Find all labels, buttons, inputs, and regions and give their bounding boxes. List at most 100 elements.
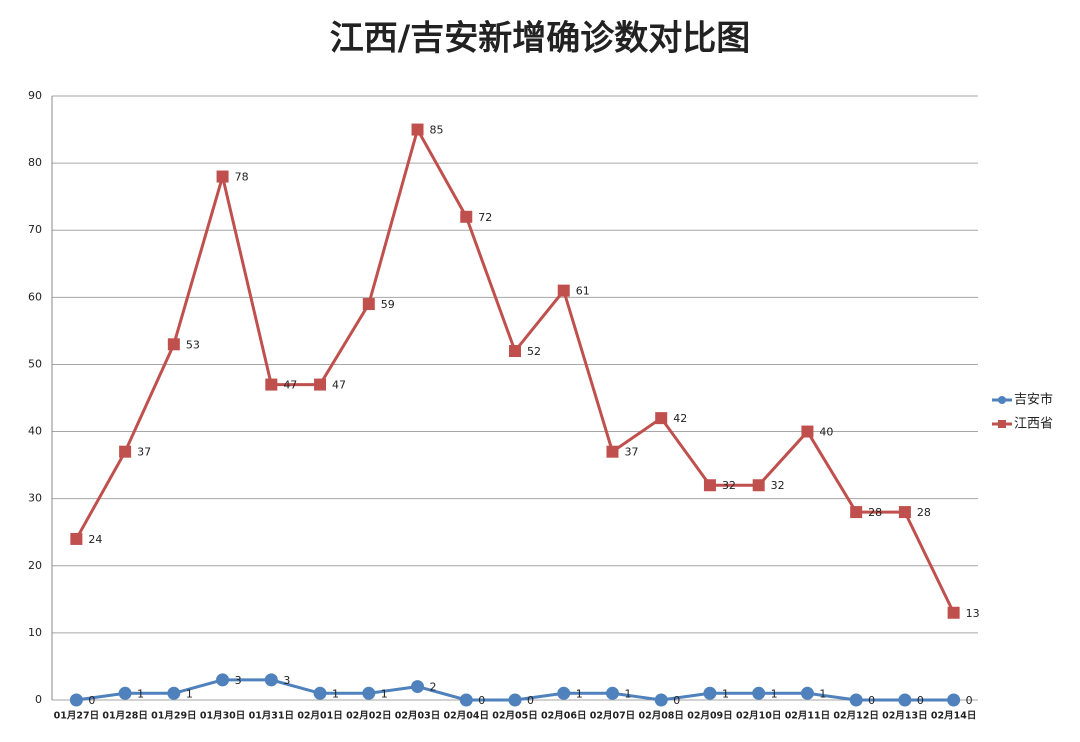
- y-tick-label: 60: [28, 290, 42, 303]
- point: [362, 298, 375, 311]
- x-tick-label: 01月30日: [200, 711, 245, 722]
- x-tick-label: 02月01日: [297, 711, 342, 722]
- data-label: 32: [771, 479, 785, 492]
- data-label: 1: [722, 687, 729, 700]
- data-label: 0: [527, 694, 534, 707]
- point: [70, 532, 83, 545]
- point: [654, 693, 668, 707]
- point: [264, 673, 278, 687]
- x-tick-label: 02月02日: [346, 711, 391, 722]
- data-label: 40: [819, 426, 833, 439]
- legend-marker: [998, 396, 1006, 404]
- point: [703, 686, 717, 700]
- x-tick-label: 02月13日: [882, 711, 927, 722]
- x-tick-label: 01月31日: [249, 711, 294, 722]
- point: [655, 412, 668, 425]
- point: [703, 479, 716, 492]
- data-label: 1: [186, 687, 193, 700]
- point: [849, 693, 863, 707]
- data-label: 24: [88, 533, 102, 546]
- point: [800, 686, 814, 700]
- data-label: 0: [673, 694, 680, 707]
- point: [605, 686, 619, 700]
- x-tick-label: 02月12日: [833, 711, 878, 722]
- point: [314, 378, 327, 391]
- x-tick-label: 02月08日: [638, 711, 683, 722]
- x-tick-label: 02月11日: [785, 711, 830, 722]
- data-label: 47: [283, 379, 297, 392]
- point: [167, 338, 180, 351]
- point: [752, 686, 766, 700]
- point: [265, 378, 278, 391]
- series-line: [75, 125, 955, 614]
- x-tick-label: 01月27日: [54, 711, 99, 722]
- x-tick-label: 02月07日: [590, 711, 635, 722]
- data-label: 0: [917, 694, 924, 707]
- legend-label: 吉安市: [1014, 392, 1053, 408]
- point: [557, 284, 570, 297]
- x-tick-label: 02月04日: [444, 711, 489, 722]
- data-label: 0: [478, 694, 485, 707]
- point: [606, 445, 619, 458]
- x-tick-label: 02月14日: [931, 711, 976, 722]
- data-label: 3: [235, 674, 242, 687]
- data-label: 61: [576, 285, 590, 298]
- point: [947, 693, 961, 707]
- data-label: 85: [430, 124, 444, 137]
- chart-title: 江西/吉安新增确诊数对比图: [330, 19, 750, 59]
- point: [460, 210, 473, 223]
- x-tick-label: 02月06日: [541, 711, 586, 722]
- point: [411, 680, 425, 694]
- point: [216, 673, 230, 687]
- legend-marker: [998, 420, 1006, 428]
- x-tick-label: 02月05日: [492, 711, 537, 722]
- data-label: 59: [381, 298, 395, 311]
- x-tick-label: 01月28日: [102, 711, 147, 722]
- data-label: 1: [624, 687, 631, 700]
- y-tick-label: 0: [35, 693, 42, 706]
- point: [411, 123, 424, 136]
- legend-label: 江西省: [1014, 417, 1053, 432]
- data-label: 1: [137, 687, 144, 700]
- point: [118, 686, 132, 700]
- x-tick-label: 02月09日: [687, 711, 732, 722]
- y-tick-label: 50: [28, 357, 42, 370]
- point: [752, 479, 765, 492]
- y-tick-label: 10: [28, 626, 42, 639]
- x-tick-label: 01月29日: [151, 711, 196, 722]
- data-label: 0: [868, 694, 875, 707]
- y-tick-label: 90: [28, 89, 42, 102]
- point: [509, 345, 521, 358]
- x-tick-label: 02月10日: [736, 711, 781, 722]
- data-label: 78: [235, 171, 249, 184]
- x-tick-label: 02月03日: [395, 711, 440, 722]
- point: [167, 686, 181, 700]
- data-label: 1: [771, 687, 778, 700]
- point: [898, 506, 911, 519]
- data-label: 47: [332, 379, 346, 392]
- data-label: 0: [966, 694, 973, 707]
- data-label: 37: [624, 446, 638, 459]
- point: [898, 693, 912, 707]
- point: [850, 506, 863, 519]
- y-tick-label: 70: [28, 223, 42, 236]
- point: [362, 686, 376, 700]
- y-tick-label: 30: [28, 492, 42, 505]
- data-label: 1: [576, 687, 583, 700]
- y-tick-label: 20: [28, 559, 42, 572]
- data-label: 32: [722, 479, 736, 492]
- data-label: 37: [137, 446, 151, 459]
- data-label: 28: [868, 506, 882, 519]
- data-label: 13: [966, 607, 980, 620]
- point: [69, 693, 83, 707]
- data-label: 72: [478, 211, 492, 224]
- point: [508, 693, 522, 707]
- data-label: 53: [186, 338, 200, 351]
- data-label: 52: [527, 345, 541, 358]
- data-label: 1: [381, 687, 388, 700]
- point: [216, 170, 229, 183]
- y-tick-label: 40: [28, 425, 42, 438]
- point: [801, 425, 814, 438]
- data-label: 28: [917, 506, 931, 519]
